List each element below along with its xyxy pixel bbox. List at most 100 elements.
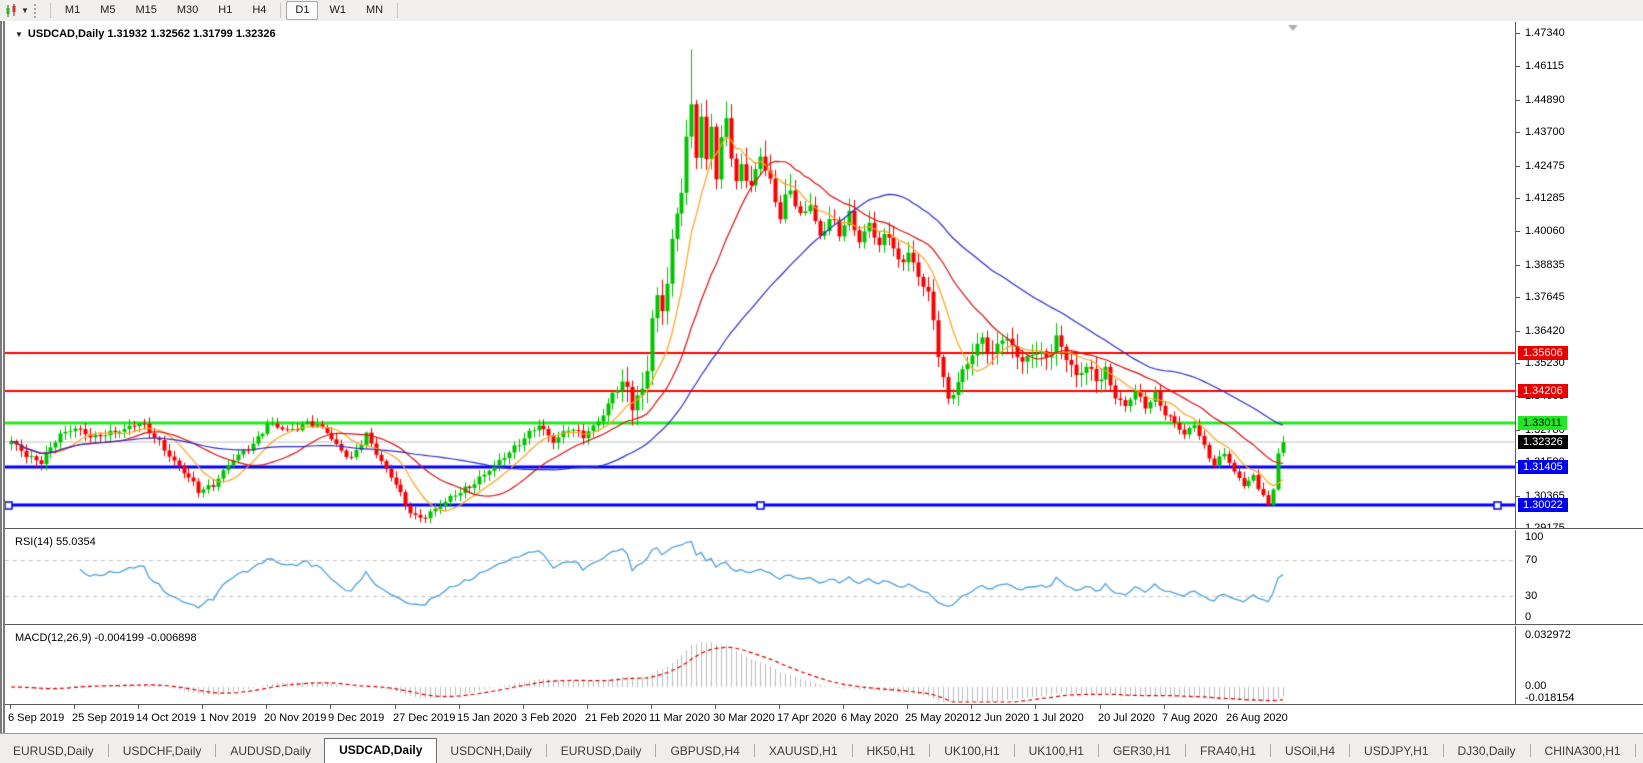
timeframe-button-h4[interactable]: H4 xyxy=(252,4,267,16)
chart-title-text: USDCAD,Daily 1.31932 1.32562 1.31799 1.3… xyxy=(27,28,276,40)
tab-usdcad-daily[interactable]: USDCAD,Daily xyxy=(324,738,438,763)
toolbar-divider xyxy=(397,3,399,18)
price-tick xyxy=(1516,66,1520,67)
price-tick-label: 1.42475 xyxy=(1525,160,1565,172)
timeframe-button-w1[interactable]: W1 xyxy=(329,4,346,16)
symbol-caret-icon[interactable]: ▼ xyxy=(15,29,23,39)
tab-usdjpy-h1[interactable]: USDJPY,H1 xyxy=(1364,744,1429,758)
macd-canvas[interactable] xyxy=(5,626,1515,704)
chart-type-dropdown-caret[interactable]: ▼ xyxy=(21,6,29,15)
date-tick-label: 3 Feb 2020 xyxy=(521,705,577,724)
price-tick xyxy=(1516,33,1520,34)
price-tick-label: 1.41285 xyxy=(1525,192,1565,204)
timeframe-button-mn[interactable]: MN xyxy=(365,4,384,16)
tab-usoil-h1[interactable]: USOil,H1 xyxy=(1637,739,1643,763)
macd-label: MACD(12,26,9) -0.004199 -0.006898 xyxy=(15,632,197,644)
tab-gbpusd-h4[interactable]: GBPUSD,H4 xyxy=(670,744,740,758)
tab-usoil-h4[interactable]: USOil,H4 xyxy=(1285,744,1336,758)
tab-divider xyxy=(1013,743,1015,757)
tab-uk100-h1[interactable]: UK100,H1 xyxy=(1028,744,1084,758)
price-tick-label: 1.46115 xyxy=(1525,60,1564,72)
rsi-canvas[interactable] xyxy=(5,530,1515,624)
candlestick-chart-icon[interactable] xyxy=(3,3,21,19)
chart-window: ▼ USDCAD,Daily 1.31932 1.32562 1.31799 1… xyxy=(0,21,1643,734)
tab-divider xyxy=(1634,743,1636,757)
tab-divider xyxy=(1529,743,1531,757)
rsi-tick-label: 0 xyxy=(1525,611,1532,623)
tab-divider xyxy=(107,743,109,757)
tab-fra40-h1[interactable]: FRA40,H1 xyxy=(1199,744,1257,758)
price-tick-label: 1.44890 xyxy=(1525,94,1565,106)
tab-uk100-h1[interactable]: UK100,H1 xyxy=(944,744,1000,758)
timeframe-button-d1[interactable]: D1 xyxy=(286,1,319,20)
chart-tab-bar: EURUSD,Daily USDCHF,Daily AUDUSD,Daily USDC… xyxy=(0,733,1643,763)
tab-divider xyxy=(851,743,853,757)
tab-dj30-daily[interactable]: DJ30,Daily xyxy=(1457,744,1516,758)
chart-ohlc-title: ▼ USDCAD,Daily 1.31932 1.32562 1.31799 1… xyxy=(15,28,276,40)
price-line-badge: 1.35606 xyxy=(1518,346,1568,360)
macd-panel: MACD(12,26,9) -0.004199 -0.006898 0.0329… xyxy=(5,626,1643,704)
price-tick xyxy=(1516,132,1520,133)
rsi-label: RSI(14) 55.0354 xyxy=(15,536,96,548)
macd-tick-label: 0.00 xyxy=(1525,680,1547,692)
price-tick-label: 1.38835 xyxy=(1525,259,1565,271)
toolbar-grip[interactable] xyxy=(33,3,40,18)
tab-divider xyxy=(1184,743,1186,757)
price-tick xyxy=(1516,297,1520,298)
date-tick-label: 9 Dec 2019 xyxy=(328,705,385,724)
price-tick-label: 1.37645 xyxy=(1525,291,1565,303)
tab-hk50-h1[interactable]: HK50,H1 xyxy=(866,744,916,758)
tab-xauusd-h1[interactable]: XAUUSD,H1 xyxy=(768,744,838,758)
rsi-panel: RSI(14) 55.0354 100 70 30 0 xyxy=(5,530,1643,624)
time-axis[interactable]: 6 Sep 2019 25 Sep 2019 14 Oct 2019 1 Nov 20… xyxy=(5,704,1643,734)
date-tick-label: 12 Jun 2020 xyxy=(969,705,1030,724)
rsi-tick-label: 30 xyxy=(1525,590,1538,602)
tab-eurusd-daily[interactable]: EURUSD,Daily xyxy=(13,744,94,758)
price-tick xyxy=(1516,100,1520,101)
tab-divider xyxy=(929,743,931,757)
date-tick-label: 30 Mar 2020 xyxy=(713,705,775,724)
price-tick xyxy=(1516,331,1520,332)
timeframe-buttons: M1 M5 M15 M30 H1 H4 D1 W1 MN xyxy=(55,1,402,20)
timeframe-toolbar: ▼ M1 M5 M15 M30 H1 H4 D1 W1 MN xyxy=(0,0,1643,22)
price-axis[interactable]: 1.47340 1.46115 1.44890 1.43700 1.42475 1.412… xyxy=(1515,22,1643,534)
timeframe-button-m30[interactable]: M30 xyxy=(176,4,199,16)
tab-china300-h1[interactable]: CHINA300,H1 xyxy=(1544,744,1621,758)
chart-tabs: EURUSD,Daily USDCHF,Daily AUDUSD,Daily USDC… xyxy=(0,738,1643,763)
timeframe-button-h1[interactable]: H1 xyxy=(218,4,233,16)
date-tick-label: 15 Jan 2020 xyxy=(457,705,518,724)
price-tick xyxy=(1516,363,1520,364)
price-tick-label: 1.43700 xyxy=(1525,126,1565,138)
tab-usdchf-daily[interactable]: USDCHF,Daily xyxy=(122,744,202,758)
date-tick-label: 6 May 2020 xyxy=(841,705,899,724)
tab-usdcnh-daily[interactable]: USDCNH,Daily xyxy=(450,744,532,758)
timeframe-button-m15[interactable]: M15 xyxy=(135,4,157,16)
price-tick xyxy=(1516,265,1520,266)
date-tick-label: 27 Dec 2019 xyxy=(393,705,456,724)
price-tick-label: 1.40060 xyxy=(1525,225,1565,237)
tab-audusd-daily[interactable]: AUDUSD,Daily xyxy=(230,744,312,758)
price-line-badge: 1.30022 xyxy=(1518,498,1568,512)
tab-divider xyxy=(1097,743,1099,757)
tab-divider xyxy=(655,743,657,757)
price-line-badge: 1.33011 xyxy=(1518,416,1567,430)
price-chart-canvas[interactable] xyxy=(5,22,1515,528)
tab-eurusd-daily[interactable]: EURUSD,Daily xyxy=(560,744,642,758)
timeframe-button-m5[interactable]: M5 xyxy=(100,4,116,16)
date-tick-label: 21 Feb 2020 xyxy=(585,705,647,724)
macd-tick-label: 0.032972 xyxy=(1525,629,1571,641)
timeframe-button-m1[interactable]: M1 xyxy=(64,4,81,16)
price-tick xyxy=(1516,496,1520,497)
price-tick-label: 1.36420 xyxy=(1525,325,1565,337)
date-tick-label: 17 Apr 2020 xyxy=(777,705,837,724)
price-tick xyxy=(1516,166,1520,167)
tab-divider xyxy=(545,743,547,757)
price-panel: ▼ USDCAD,Daily 1.31932 1.32562 1.31799 1… xyxy=(5,22,1643,534)
tab-divider xyxy=(215,743,217,757)
macd-tick-label: -0.018154 xyxy=(1525,692,1575,704)
rsi-axis[interactable]: 100 70 30 0 xyxy=(1515,530,1643,624)
price-tick-label: 1.35230 xyxy=(1525,357,1565,369)
macd-axis[interactable]: 0.032972 0.00 -0.018154 xyxy=(1515,626,1643,704)
tab-ger30-h1[interactable]: GER30,H1 xyxy=(1112,744,1171,758)
